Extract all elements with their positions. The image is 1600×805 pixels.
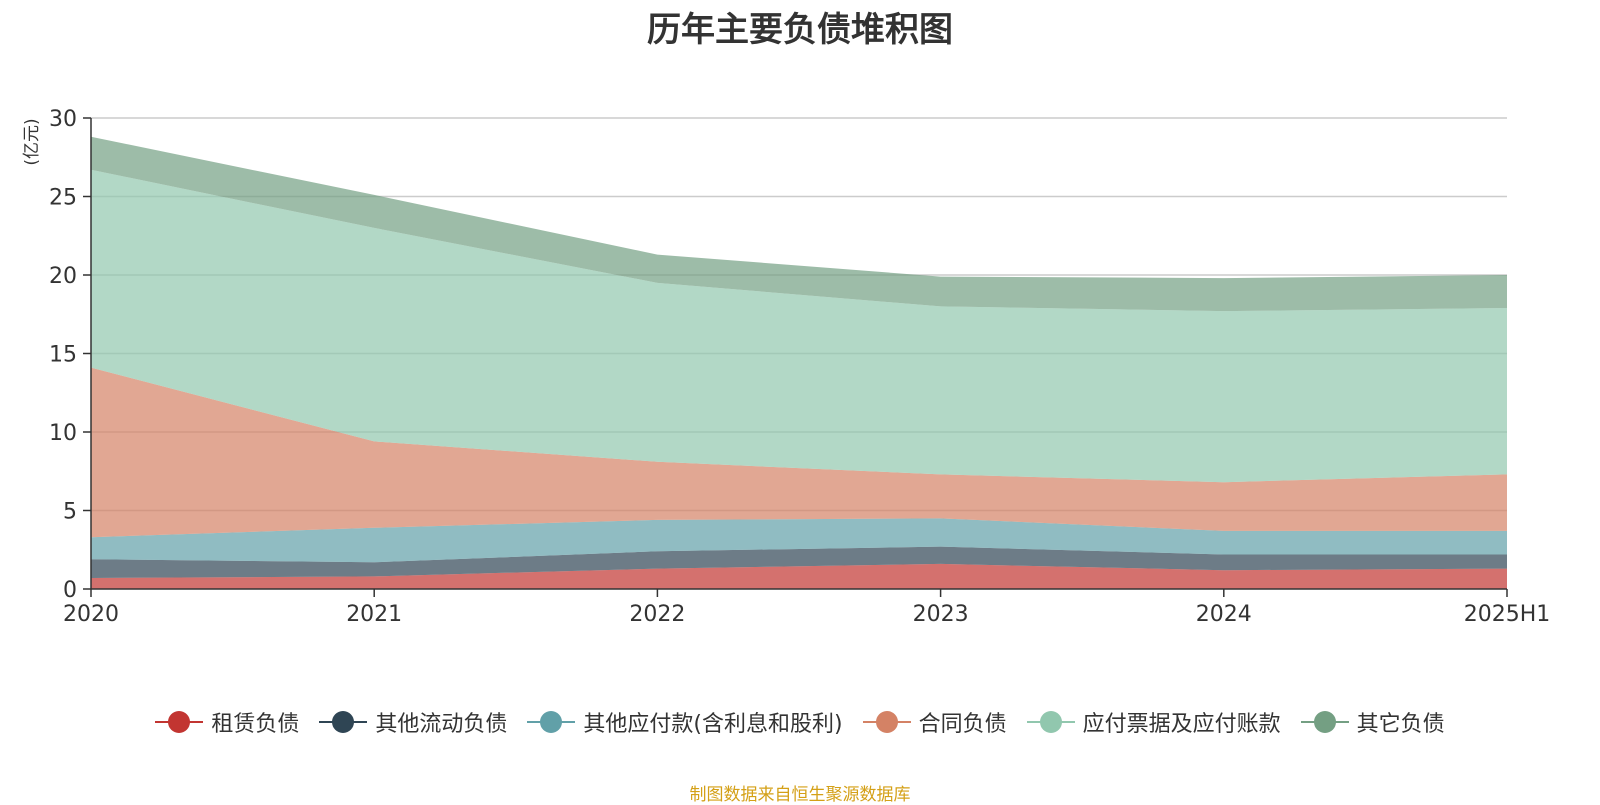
legend: 租赁负债 其他流动负债 其他应付款(含利息和股利) 合同负债 应付票据及应付账款 其它负债 <box>0 706 1600 738</box>
legend-label: 应付票据及应付账款 <box>1082 712 1281 737</box>
x-tick-label: 2021 <box>346 602 402 627</box>
legend-marker-icon <box>319 710 368 734</box>
y-tick-label: 5 <box>63 500 77 525</box>
legend-label: 其他应付款(含利息和股利) <box>583 712 843 737</box>
y-tick-label: 0 <box>63 578 77 603</box>
legend-item-5[interactable]: 其它负债 <box>1300 706 1445 738</box>
area-series-0[interactable] <box>91 563 1507 589</box>
y-tick-label: 30 <box>49 107 77 132</box>
legend-label: 合同负债 <box>918 712 1007 737</box>
area-series-4[interactable] <box>91 169 1507 483</box>
legend-marker-icon <box>1300 710 1349 734</box>
source-note: 制图数据来自恒生聚源数据库 <box>689 785 911 805</box>
axes: 0 5 10 15 20 25 30 2020 2021 2022 2023 2024 2025H1 <box>49 107 1550 627</box>
area-series-1[interactable] <box>91 546 1507 578</box>
legend-item-3[interactable]: 合同负债 <box>862 706 1007 738</box>
area-series-5[interactable] <box>91 136 1507 312</box>
legend-marker-icon <box>155 710 204 734</box>
chart-title: 历年主要负债堆积图 <box>647 10 953 50</box>
y-tick-label: 15 <box>49 343 77 368</box>
legend-item-1[interactable]: 其他流动负债 <box>319 706 507 738</box>
x-tick-label: 2022 <box>629 602 685 627</box>
legend-item-0[interactable]: 租赁负债 <box>155 706 299 738</box>
y-tick-label: 25 <box>49 186 77 211</box>
y-tick-label: 20 <box>49 264 77 289</box>
y-axis-unit-label: (亿元) <box>22 118 42 165</box>
legend-marker-icon <box>862 710 911 734</box>
x-tick-label: 2020 <box>63 602 119 627</box>
area-series-2[interactable] <box>91 518 1507 563</box>
area-series-3[interactable] <box>91 367 1507 538</box>
legend-marker-icon <box>1026 710 1075 734</box>
legend-label: 其它负债 <box>1356 712 1445 737</box>
legend-label: 其他流动负债 <box>375 712 508 737</box>
x-tick-label: 2024 <box>1196 602 1252 627</box>
y-tick-label: 10 <box>49 421 77 446</box>
x-tick-label: 2023 <box>913 602 969 627</box>
x-tick-label: 2025H1 <box>1464 602 1551 627</box>
legend-label: 租赁负债 <box>211 712 300 737</box>
legend-item-4[interactable]: 应付票据及应付账款 <box>1026 706 1281 738</box>
area-series <box>91 136 1507 589</box>
legend-marker-icon <box>527 710 576 734</box>
legend-item-2[interactable]: 其他应付款(含利息和股利) <box>527 706 843 738</box>
